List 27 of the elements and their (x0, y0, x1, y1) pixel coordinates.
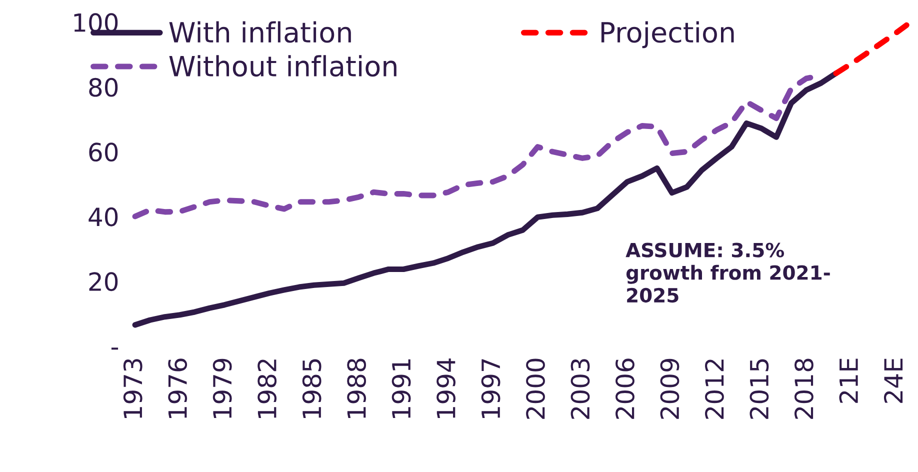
x-tick-label: 1985 (302, 359, 322, 418)
x-tick-label: 1979 (212, 358, 232, 418)
x-tick-label: 1973 (123, 359, 142, 418)
x-tick-label: 2000 (526, 358, 545, 419)
legend-label: Without inflation (169, 55, 396, 77)
y-tick-label: 60 (89, 142, 118, 162)
x-tick-label: 2018 (794, 358, 814, 419)
x-tick-label: 1994 (436, 358, 456, 418)
x-tick-label: 1991 (392, 359, 411, 418)
x-tick-label: 1997 (481, 359, 500, 418)
legend-label: Projection (601, 21, 734, 48)
y-tick-label: 20 (89, 272, 118, 292)
x-tick-label: 2012 (705, 360, 724, 419)
x-tick-label: 24E (884, 358, 903, 403)
x-tick-label: 1982 (258, 360, 277, 418)
x-tick-label: 1976 (168, 358, 188, 418)
y-tick-label: - (111, 348, 118, 350)
x-tick-label: 1988 (347, 358, 366, 418)
x-tick-label: 21E (839, 358, 858, 403)
y-tick-label: 40 (88, 207, 118, 226)
legend-label: With inflation (169, 21, 351, 43)
x-tick-label: 2015 (750, 359, 769, 419)
x-tick-label: 2009 (660, 358, 680, 419)
x-tick-label: 2006 (616, 358, 634, 419)
annotation: ASSUME: 3.5% growth from 2021- 2025 (626, 242, 830, 303)
x-tick-label: 2003 (570, 359, 590, 419)
y-tick-label: 80 (89, 78, 118, 97)
